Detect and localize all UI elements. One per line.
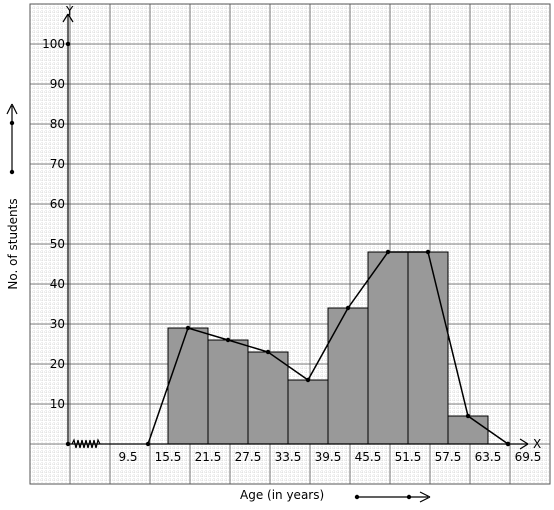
polygon-point — [465, 413, 471, 419]
y-tick-label: 50 — [50, 237, 65, 251]
y-tick-label: 30 — [50, 317, 65, 331]
y-axis-arrowhead — [62, 13, 74, 23]
y-tick-label: 80 — [50, 117, 65, 131]
x-tick-label: 33.5 — [275, 450, 302, 464]
x-title-arrow — [354, 491, 431, 503]
x-tick-label: 21.5 — [195, 450, 222, 464]
x-title-arrowhead — [419, 491, 431, 503]
histogram-bar — [447, 415, 489, 445]
y-tick-label: 60 — [50, 197, 65, 211]
polygon-point — [305, 377, 311, 383]
histogram-bar — [327, 307, 369, 445]
polygon-point — [265, 349, 271, 355]
x-tick-labels: 9.5 15.5 21.5 27.5 33.5 39.5 45.5 51.5 57.5 63.5 6… — [118, 450, 541, 464]
polygon-point — [385, 249, 391, 255]
polygon-point — [145, 441, 151, 447]
y-tick-label: 100 — [42, 37, 65, 51]
histogram-bar — [167, 327, 209, 445]
x-tick-label: 63.5 — [475, 450, 502, 464]
histogram-bars — [167, 251, 489, 445]
polygon-line — [147, 251, 509, 445]
histogram-bar — [247, 351, 289, 445]
frequency-polygon — [145, 249, 511, 447]
y-title-arrow-dot-1 — [9, 169, 15, 175]
origin-point — [65, 441, 71, 447]
x-title-arrow-dot-2 — [406, 494, 412, 500]
polygon-point — [185, 325, 191, 331]
y-title-arrow — [6, 103, 18, 175]
axis-break-zigzag — [71, 438, 101, 449]
x-title-arrow-dot-1 — [354, 494, 360, 500]
x-axis-title: Age (in years) — [240, 488, 324, 502]
x-tick-label: 69.5 — [515, 450, 542, 464]
y-tick-label: 70 — [50, 157, 65, 171]
plot-border — [29, 3, 551, 485]
x-end-point — [505, 441, 511, 447]
y-tick-label: 40 — [50, 277, 65, 291]
x-tick-label: 57.5 — [435, 450, 462, 464]
y-tick-label: 10 — [50, 397, 65, 411]
y-tick-labels: 10 20 30 40 50 60 70 80 90 100 — [42, 37, 65, 411]
histogram-bar — [367, 251, 409, 445]
x-tick-label: 45.5 — [355, 450, 382, 464]
axes: X Y — [62, 4, 541, 451]
x-axis-arrowhead — [519, 438, 529, 450]
polygon-point — [225, 337, 231, 343]
x-tick-label: 15.5 — [155, 450, 182, 464]
histogram-bar — [207, 339, 249, 445]
polygon-point — [345, 305, 351, 311]
x-tick-label: 9.5 — [118, 450, 137, 464]
y-tick-label: 20 — [50, 357, 65, 371]
y-axis-letter: Y — [65, 4, 74, 18]
y-title-arrowhead — [6, 103, 18, 115]
y-axis-title: No. of students — [6, 198, 20, 289]
x-tick-label: 27.5 — [235, 450, 262, 464]
histogram-bar — [407, 251, 449, 445]
axis-markers — [65, 41, 511, 447]
y-title-arrow-dot-2 — [9, 120, 15, 126]
y-tick-label: 90 — [50, 77, 65, 91]
histogram-bar — [287, 379, 329, 445]
x-axis-letter: X — [533, 437, 541, 451]
x-tick-label: 51.5 — [395, 450, 422, 464]
polygon-point — [425, 249, 431, 255]
y-top-point — [65, 41, 71, 47]
x-tick-label: 39.5 — [315, 450, 342, 464]
